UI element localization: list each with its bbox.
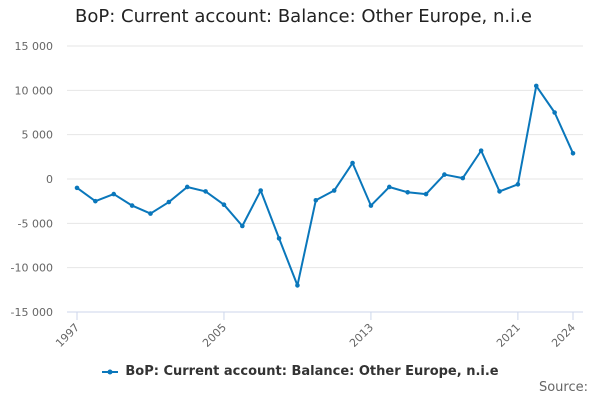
x-tick-label: 2005: [200, 321, 229, 350]
y-tick-label: -10 000: [11, 262, 53, 275]
x-axis: 1997 2005 2013 2021 2024: [53, 312, 578, 350]
data-point[interactable]: [570, 150, 576, 156]
data-point[interactable]: [166, 199, 172, 205]
data-point[interactable]: [331, 188, 337, 193]
data-point[interactable]: [129, 203, 135, 208]
series-0[interactable]: [74, 83, 576, 288]
data-point[interactable]: [74, 185, 80, 191]
source-label: Source:: [538, 380, 588, 395]
y-tick-label: -5 000: [18, 217, 53, 230]
data-point[interactable]: [405, 190, 410, 195]
data-point[interactable]: [460, 175, 466, 181]
data-point[interactable]: [368, 203, 374, 208]
data-point[interactable]: [533, 83, 539, 89]
data-point[interactable]: [258, 188, 264, 193]
data-point[interactable]: [350, 160, 355, 166]
data-point[interactable]: [386, 184, 392, 190]
y-tick-label: 5 000: [22, 129, 54, 142]
y-tick-label: 10 000: [15, 84, 54, 97]
grid-layer: [67, 45, 583, 313]
y-tick-label: 0: [46, 173, 53, 186]
data-point[interactable]: [423, 191, 429, 197]
legend-label: BoP: Current account: Balance: Other Eur…: [125, 364, 499, 379]
series-layer: [74, 83, 576, 288]
data-point[interactable]: [221, 202, 227, 208]
x-tick-label: 1997: [53, 321, 82, 350]
chart-title: BoP: Current account: Balance: Other Eur…: [75, 6, 532, 27]
data-point[interactable]: [148, 211, 153, 216]
data-point[interactable]: [515, 182, 521, 187]
series-line[interactable]: [76, 84, 574, 287]
legend-symbol: [102, 369, 119, 374]
data-point[interactable]: [240, 223, 245, 229]
y-axis-labels: 15 000 10 000 5 000 0 -5 000 -10 000 -15 000: [11, 40, 53, 319]
data-point[interactable]: [497, 189, 502, 194]
data-point[interactable]: [442, 172, 447, 177]
data-point[interactable]: [93, 198, 98, 204]
data-point[interactable]: [111, 191, 117, 197]
y-tick-label: -15 000: [11, 306, 53, 319]
data-point[interactable]: [552, 110, 557, 115]
data-point[interactable]: [184, 184, 190, 190]
x-tick-label: 2021: [494, 321, 523, 350]
data-point[interactable]: [478, 148, 484, 153]
legend[interactable]: BoP: Current account: Balance: Other Eur…: [0, 364, 600, 379]
data-point[interactable]: [295, 283, 300, 288]
data-point[interactable]: [203, 189, 208, 194]
y-tick-label: 15 000: [15, 40, 54, 53]
data-point[interactable]: [313, 197, 319, 203]
x-tick-label: 2013: [347, 321, 376, 350]
data-point[interactable]: [276, 236, 282, 241]
x-tick-label: 2024: [549, 321, 578, 350]
